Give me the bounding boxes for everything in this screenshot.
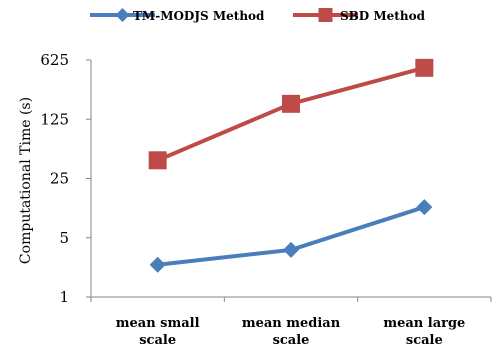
data-point — [282, 94, 300, 113]
x-tick-label: mean median scale — [242, 316, 341, 348]
legend-item: TM-MODJS Method — [90, 8, 265, 23]
legend-item: SBD Method — [293, 8, 426, 23]
y-axis-label: Computational Time (s) — [18, 97, 34, 264]
data-point — [149, 256, 166, 273]
legend-marker — [115, 8, 130, 22]
legend-label: SBD Method — [340, 9, 426, 23]
y-tick-label: 25 — [50, 170, 69, 188]
y-tick-label: 625 — [40, 51, 69, 69]
series-layer — [148, 58, 434, 273]
legend-label: TM-MODJS Method — [133, 9, 265, 23]
data-point — [283, 241, 299, 258]
data-point — [415, 58, 434, 77]
y-tick-label: 5 — [59, 229, 69, 247]
series-1 — [149, 199, 433, 273]
legend-marker — [318, 8, 333, 22]
x-tick-label: mean large scale — [383, 316, 465, 348]
series-2 — [148, 58, 434, 170]
y-axis: 1 5 25 125 625 — [40, 51, 92, 306]
data-point — [148, 151, 167, 170]
x-tick-label: mean small scale — [116, 316, 200, 348]
series-line — [156, 65, 425, 163]
y-tick-label: 1 — [59, 288, 69, 306]
data-point — [416, 199, 433, 216]
x-axis: mean small scale mean median scale mean larg… — [90, 296, 492, 348]
y-tick-label: 125 — [40, 110, 69, 128]
legend: TM-MODJS Method SBD Method — [90, 8, 426, 23]
